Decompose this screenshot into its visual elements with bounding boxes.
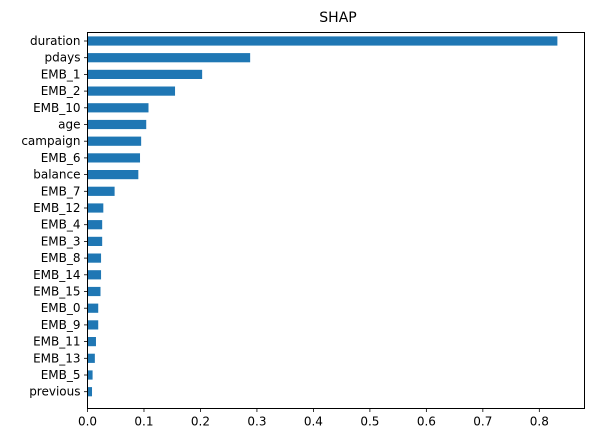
bar-age — [87, 119, 147, 130]
y-tick-label: EMB_8 — [41, 251, 81, 265]
y-tick-label: EMB_1 — [41, 67, 81, 81]
y-tick-label: EMB_11 — [33, 335, 80, 349]
bar-emb-4 — [87, 220, 103, 230]
y-tick-label: EMB_13 — [33, 351, 80, 365]
bar-emb-1 — [87, 69, 203, 79]
plot-frame — [87, 32, 585, 409]
x-tick-label: 0.5 — [360, 415, 379, 429]
y-tick-label: EMB_10 — [33, 101, 80, 115]
y-tick-label: EMB_12 — [33, 201, 80, 215]
bar-emb-15 — [87, 286, 101, 297]
y-tick-label: EMB_14 — [33, 268, 80, 282]
y-tick-label: EMB_5 — [41, 368, 81, 382]
y-tick-label: EMB_0 — [41, 301, 81, 315]
y-tick-label: balance — [33, 168, 80, 182]
y-tick-label: EMB_6 — [41, 151, 81, 165]
x-axis: 0.0 0.1 0.2 0.3 0.4 0.5 0.6 0.7 0.8 — [78, 408, 549, 429]
bar-pdays — [87, 53, 251, 63]
bar-emb-7 — [87, 186, 115, 196]
x-tick-label: 0.0 — [78, 415, 97, 429]
x-tick-label: 0.1 — [134, 415, 153, 429]
chart-title: SHAP — [319, 10, 356, 26]
y-tick-label: EMB_4 — [41, 218, 81, 232]
x-tick-label: 0.2 — [191, 415, 210, 429]
y-tick-label: previous — [29, 385, 80, 399]
y-tick-label: duration — [30, 34, 81, 48]
bar-emb-6 — [87, 153, 141, 163]
bar-duration — [87, 36, 558, 46]
bar-previous — [87, 387, 93, 397]
bars-layer — [87, 36, 558, 397]
bar-campaign — [87, 136, 142, 146]
bar-emb-10 — [87, 103, 149, 113]
x-tick-label: 0.8 — [530, 415, 549, 429]
y-tick-label: EMB_9 — [41, 318, 81, 332]
bar-emb-3 — [87, 236, 103, 246]
bar-emb-14 — [87, 270, 102, 280]
bar-emb-2 — [87, 86, 176, 96]
bar-emb-8 — [87, 253, 102, 263]
bar-balance — [87, 170, 139, 180]
x-tick-label: 0.4 — [304, 415, 323, 429]
x-tick-label: 0.6 — [417, 415, 436, 429]
y-tick-label: age — [58, 118, 80, 132]
bar-emb-9 — [87, 320, 99, 330]
y-tick-label: EMB_7 — [41, 184, 81, 198]
x-tick-label: 0.3 — [247, 415, 266, 429]
bar-emb-5 — [87, 370, 93, 380]
y-tick-label: campaign — [21, 134, 80, 148]
y-tick-label: EMB_15 — [33, 285, 80, 299]
y-tick-label: EMB_2 — [41, 84, 81, 98]
y-tick-label: EMB_3 — [41, 234, 81, 248]
bar-emb-13 — [87, 353, 95, 363]
x-tick-label: 0.7 — [473, 415, 492, 429]
bar-emb-11 — [87, 337, 96, 347]
y-tick-label: pdays — [45, 51, 81, 65]
bar-emb-0 — [87, 303, 99, 313]
bar-emb-12 — [87, 203, 104, 213]
